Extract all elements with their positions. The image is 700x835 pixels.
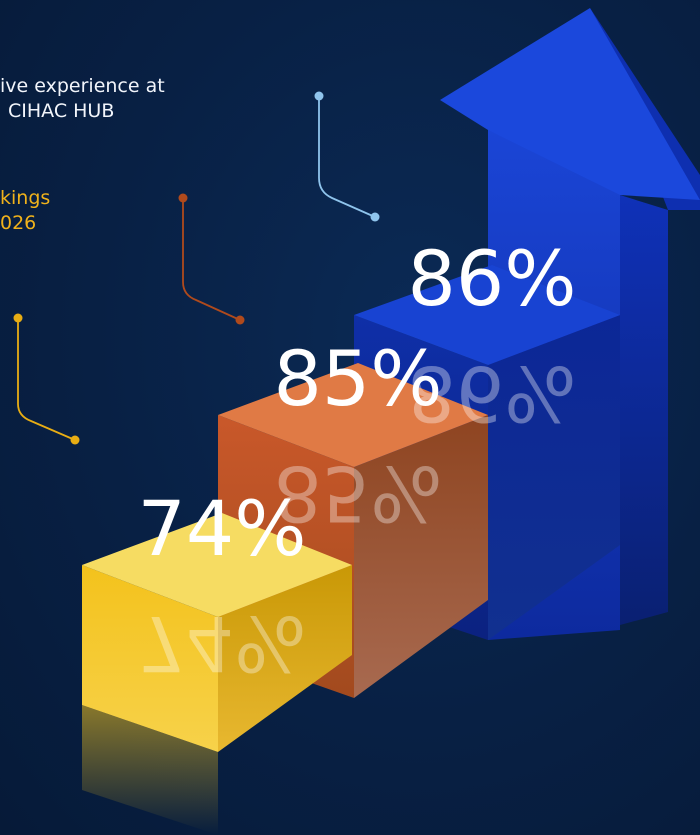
bar-1-top-face <box>82 513 352 617</box>
arrow-side <box>620 195 668 625</box>
subtitle-line-2: 026 <box>0 212 37 234</box>
connector-blue-dot-end <box>370 212 380 222</box>
bar-3-top-face <box>354 265 620 365</box>
value-label-reflection-3: 86% <box>408 349 577 438</box>
value-label-reflection-2: 85% <box>274 449 443 538</box>
connector-yellow-dot-end <box>70 435 80 445</box>
connector-lines <box>13 91 380 445</box>
value-labels-group: 86%86%85%85%74%74% <box>138 234 577 688</box>
value-label-reflection-1: 74% <box>138 599 307 688</box>
connector-yellow <box>17 318 76 441</box>
ground-reflection <box>82 705 218 835</box>
connector-orange-dot-top <box>178 193 188 203</box>
bars-group <box>82 265 620 835</box>
intro-line-2: CIHAC HUB <box>8 100 115 122</box>
value-label-1: 74% <box>138 484 307 573</box>
connector-orange <box>182 198 241 321</box>
intro-line-1: ive experience at <box>0 75 165 97</box>
connector-yellow-dot-top <box>13 313 23 323</box>
arrow-head <box>440 8 700 200</box>
bar-1 <box>82 513 352 752</box>
subtitle-text: kings 026 <box>0 186 50 236</box>
subtitle-line-1: kings <box>0 187 51 209</box>
bar-1-side-face <box>218 565 352 752</box>
value-label-3: 86% <box>408 234 577 323</box>
value-label-2: 85% <box>274 334 443 423</box>
connector-orange-dot-end <box>235 315 245 325</box>
bar-1-front-face <box>82 565 218 752</box>
connector-blue <box>318 96 376 218</box>
bar-2-side-face <box>354 415 488 698</box>
connector-blue-dot-top <box>314 91 324 101</box>
intro-text: ive experience at CIHAC HUB <box>0 74 165 124</box>
bar-2-top-face <box>218 363 488 467</box>
bar-3-side-face <box>488 315 620 640</box>
